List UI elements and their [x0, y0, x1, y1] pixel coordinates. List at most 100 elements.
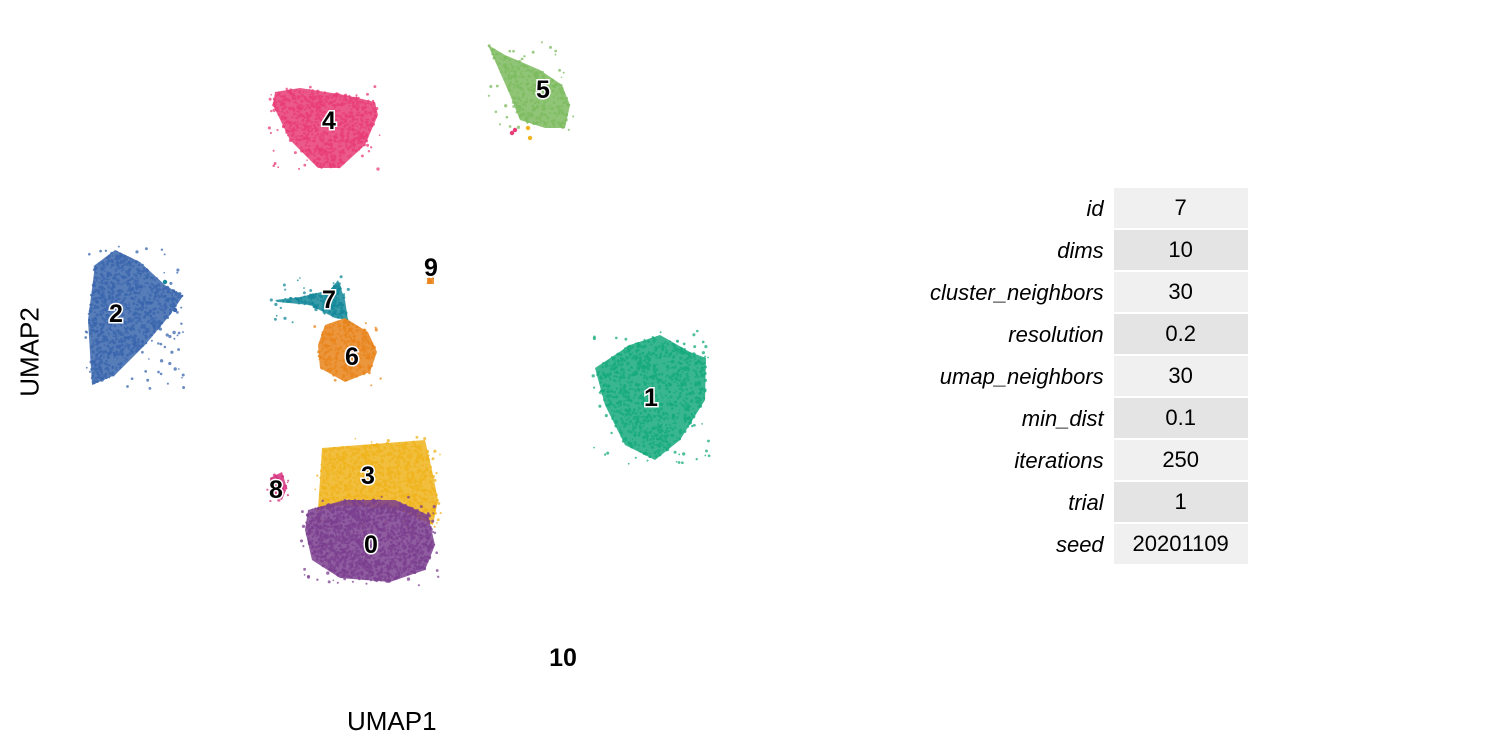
scatter-point: [554, 49, 558, 53]
scatter-point: [88, 309, 91, 313]
scatter-point: [285, 131, 288, 134]
scatter-point: [622, 394, 626, 398]
scatter-point: [96, 326, 99, 329]
scatter-point: [592, 386, 596, 389]
scatter-point: [146, 378, 150, 382]
scatter-point: [364, 342, 367, 344]
scatter-point: [613, 362, 617, 366]
scatter-point: [315, 164, 318, 167]
scatter-point: [349, 114, 353, 118]
scatter-point: [548, 94, 552, 97]
scatter-point: [532, 72, 536, 76]
scatter-point: [703, 378, 708, 383]
scatter-point: [340, 123, 342, 125]
scatter-point: [378, 483, 382, 487]
scatter-point: [618, 360, 621, 363]
scatter-point: [627, 391, 630, 394]
scatter-point: [311, 104, 315, 108]
scatter-point: [527, 116, 531, 119]
scatter-point: [342, 466, 346, 470]
scatter-point: [331, 329, 335, 333]
scatter-point: [101, 335, 105, 338]
scatter-point: [652, 339, 656, 344]
scatter-point: [662, 413, 665, 416]
scatter-point: [666, 401, 669, 404]
scatter-point: [310, 133, 314, 136]
scatter-point: [555, 105, 559, 109]
scatter-point: [331, 129, 335, 133]
scatter-point: [692, 368, 695, 372]
scatter-point: [137, 282, 140, 285]
scatter-point: [383, 446, 387, 450]
scatter-point: [647, 352, 651, 356]
scatter-point: [385, 441, 389, 446]
scatter-point: [530, 112, 534, 116]
scatter-point: [126, 321, 130, 324]
scatter-point: [673, 391, 676, 394]
scatter-point: [667, 429, 671, 433]
scatter-point: [408, 503, 413, 507]
scatter-point: [350, 465, 353, 468]
scatter-point: [507, 86, 510, 89]
scatter-point: [702, 393, 705, 396]
scatter-point: [157, 294, 159, 297]
scatter-point: [111, 373, 115, 377]
scatter-point: [690, 386, 693, 390]
scatter-point: [356, 330, 359, 333]
scatter-point: [333, 125, 337, 129]
scatter-point: [300, 147, 303, 150]
scatter-point: [320, 113, 323, 116]
scatter-point: [329, 138, 333, 142]
scatter-point: [177, 348, 181, 351]
scatter-point: [652, 351, 656, 354]
scatter-point: [645, 376, 649, 379]
scatter-point: [366, 351, 369, 353]
scatter-point: [303, 295, 306, 298]
scatter-point: [647, 414, 650, 417]
scatter-point: [90, 344, 94, 348]
scatter-point: [425, 456, 429, 460]
scatter-point: [682, 342, 686, 346]
scatter-point: [409, 465, 412, 468]
scatter-point: [355, 136, 358, 139]
scatter-point: [293, 151, 297, 155]
scatter-point: [322, 475, 325, 478]
scatter-point: [532, 107, 536, 111]
scatter-point: [104, 249, 108, 253]
scatter-point: [356, 118, 359, 121]
scatter-point: [700, 367, 703, 370]
scatter-point: [319, 493, 323, 497]
scatter-point: [373, 452, 377, 456]
scatter-point: [653, 392, 656, 395]
scatter-point: [108, 346, 112, 350]
scatter-point: [699, 357, 702, 360]
scatter-point: [676, 375, 679, 378]
scatter-point: [621, 373, 625, 377]
scatter-point: [366, 143, 370, 147]
scatter-point: [112, 263, 115, 267]
scatter-point: [542, 75, 546, 79]
scatter-point: [277, 99, 281, 103]
scatter-point: [627, 417, 630, 420]
scatter-point: [624, 399, 627, 402]
scatter-point: [379, 465, 384, 470]
scatter-point: [339, 98, 342, 101]
scatter-point: [115, 368, 118, 371]
scatter-point: [297, 110, 301, 113]
scatter-point: [679, 356, 683, 360]
scatter-point: [137, 277, 140, 280]
scatter-point: [413, 464, 416, 468]
scatter-point: [114, 337, 118, 341]
scatter-point: [276, 300, 278, 303]
scatter-point: [160, 304, 163, 308]
scatter-point: [674, 404, 678, 408]
scatter-point: [331, 450, 334, 453]
scatter-point: [649, 442, 652, 445]
scatter-point: [158, 307, 161, 310]
scatter-point: [282, 300, 285, 303]
scatter-point: [658, 419, 661, 422]
scatter-point: [312, 123, 316, 127]
scatter-point: [283, 316, 287, 320]
scatter-point: [619, 383, 622, 386]
scatter-point: [678, 387, 682, 391]
